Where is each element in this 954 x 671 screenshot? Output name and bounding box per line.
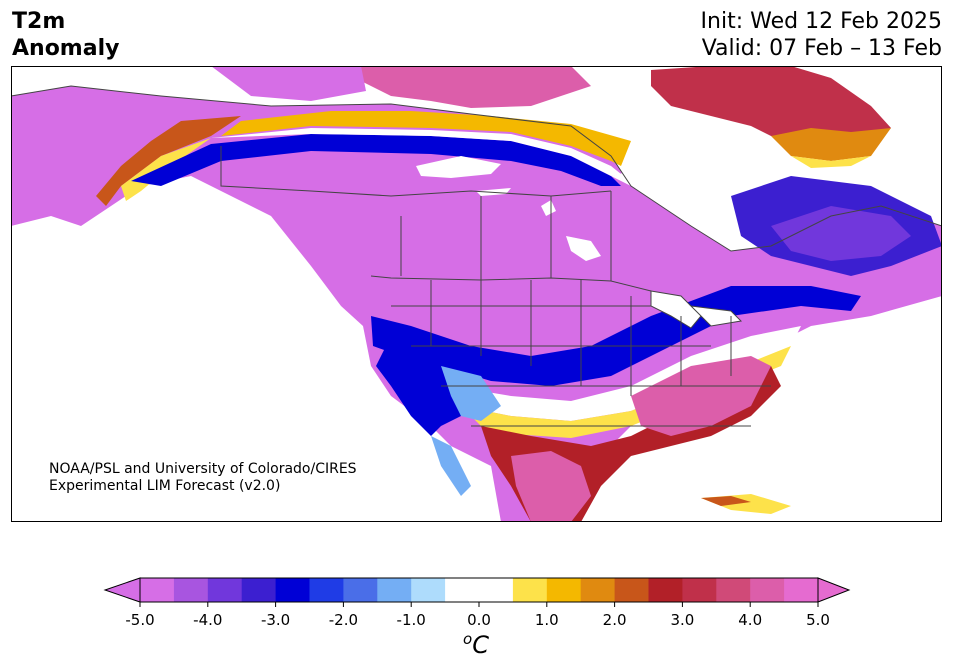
colorbar-segment [580, 578, 616, 602]
southeast-pink [631, 356, 771, 436]
colorbar-segment [546, 578, 582, 602]
canada-blue-band [131, 134, 621, 186]
colorbar-segment [614, 578, 649, 602]
unit-label: oC [463, 630, 489, 659]
canada-yellow-band [221, 111, 631, 166]
colorbar-tick-label: 3.0 [670, 611, 694, 629]
arctic-islands [361, 66, 591, 108]
colorbar-tick-label: 1.0 [535, 611, 559, 629]
northeast-white [611, 166, 751, 226]
forecast-dates: Init: Wed 12 Feb 2025 Valid: 07 Feb – 13… [701, 8, 942, 62]
colorbar-segment [648, 578, 683, 602]
colorbar-segment [716, 578, 751, 602]
title-line1: T2m [12, 9, 66, 34]
colorbar-tick-label: -5.0 [125, 611, 154, 629]
canada-white-band [211, 128, 621, 176]
colorbar-segment [750, 578, 785, 602]
credit-line2: Experimental LIM Forecast (v2.0) [49, 478, 281, 494]
baja-light [431, 436, 471, 496]
colorbar-tick-label: -1.0 [397, 611, 426, 629]
colorbar-segment [207, 578, 243, 602]
mainland-cold [11, 86, 942, 522]
colorbar-ticks: -5.0 -4.0 -3.0 -2.0 -1.0 0.0 1.0 2.0 3.0 4.0 5.0 [125, 602, 830, 629]
front-white [451, 326, 801, 421]
anomaly-map [11, 66, 942, 522]
greenland-warm [651, 66, 891, 148]
colorbar-segment [479, 578, 514, 602]
init-date: Init: Wed 12 Feb 2025 [700, 9, 942, 34]
greenland-yellow [791, 156, 871, 168]
colorbar-segment [445, 578, 480, 602]
colorbar-tick-label: 2.0 [603, 611, 627, 629]
colorbar-tick-label: 4.0 [738, 611, 762, 629]
colorbar-segment [173, 578, 209, 602]
front-blue [371, 286, 861, 386]
southwest-light [441, 366, 501, 421]
valid-range: Valid: 07 Feb – 13 Feb [701, 36, 942, 61]
colorbar-tick-label: 5.0 [806, 611, 830, 629]
map-title: T2m Anomaly [12, 8, 119, 62]
greenland-orange [771, 128, 891, 161]
title-line2: Anomaly [12, 36, 120, 61]
colorbar-tick-label: -3.0 [261, 611, 290, 629]
colorbar-segment [309, 578, 344, 602]
colorbar-segment [343, 578, 378, 602]
colorbar-segment [682, 578, 717, 602]
inland-lakes [416, 156, 601, 261]
unit-celsius: C [472, 631, 489, 659]
colorbar-tick-label: -4.0 [193, 611, 222, 629]
political-boundaries [11, 85, 942, 427]
credit-line1: NOAA/PSL and University of Colorado/CIRE… [49, 461, 357, 477]
credit-text: NOAA/PSL and University of Colorado/CIRE… [49, 461, 357, 495]
colorbar-segment [377, 578, 412, 602]
colorbar-right-arrow [817, 577, 851, 603]
quebec-purple [771, 206, 911, 261]
colorbar-segment [784, 578, 819, 602]
colorbar-segment [275, 578, 310, 602]
colorbar-left-arrow [103, 577, 141, 603]
colorbar-segment [140, 578, 175, 602]
southwest-blue [376, 336, 481, 436]
colorbar-segment [512, 578, 548, 602]
colorbar-segments [140, 578, 819, 602]
cuba-red [701, 496, 751, 506]
colorbar-tick-label: -2.0 [329, 611, 358, 629]
alaska-warm-rim [96, 116, 241, 206]
colorbar-segment [411, 578, 446, 602]
texas-pink [511, 451, 591, 522]
unit-degree: o [463, 630, 473, 648]
colorbar-tick-label: 0.0 [467, 611, 491, 629]
colorbar: -5.0 -4.0 -3.0 -2.0 -1.0 0.0 1.0 2.0 3.0 4.0 5.0 [103, 577, 851, 629]
arctic-islands-west [211, 66, 366, 101]
colorbar-segment [241, 578, 277, 602]
